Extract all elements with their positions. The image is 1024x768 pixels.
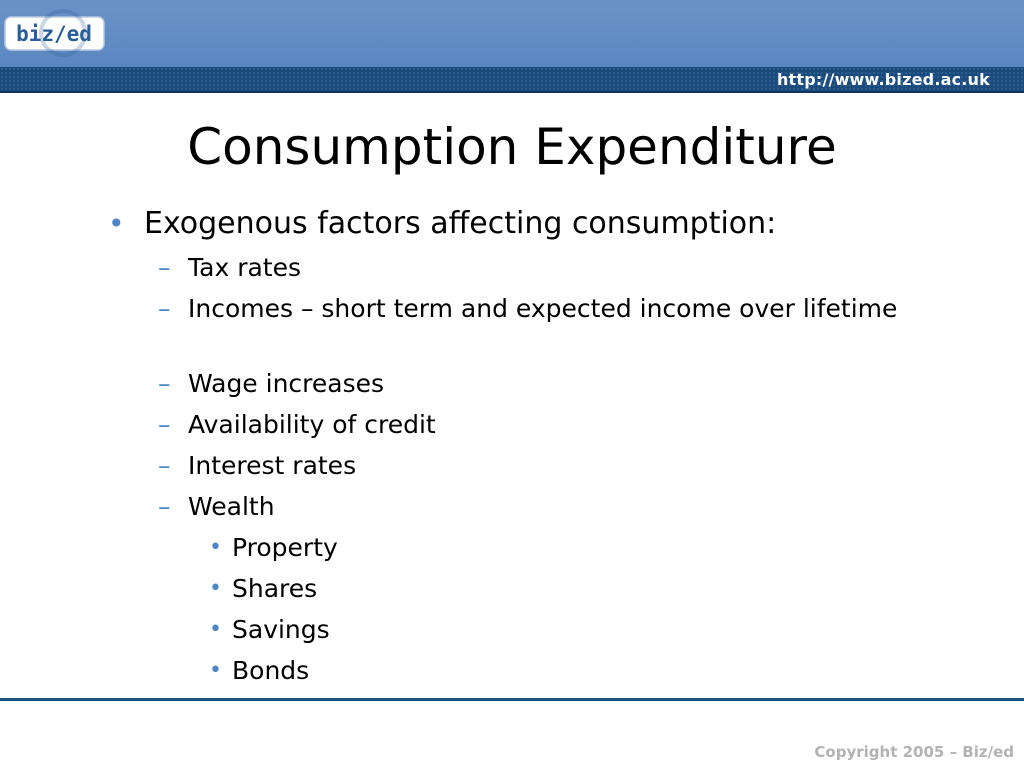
bullet-marker: • — [209, 535, 222, 560]
sub-item-text: Incomes – short term and expected income… — [188, 294, 898, 323]
sub-item: – Tax rates — [158, 251, 918, 285]
bullet-marker: • — [209, 617, 222, 642]
sub-item-text: Wealth — [188, 492, 275, 521]
wealth-item: • Bonds — [209, 655, 309, 687]
dash-marker: – — [158, 253, 171, 282]
wealth-item-text: Shares — [232, 574, 318, 603]
wealth-item: • Property — [209, 532, 338, 564]
dash-marker: – — [158, 451, 171, 480]
sub-item-text: Tax rates — [188, 253, 302, 282]
dash-marker: – — [158, 410, 171, 439]
sub-item: – Interest rates — [158, 449, 918, 483]
copyright-text: Copyright 2005 – Biz/ed — [814, 743, 1014, 761]
bullet-marker: • — [108, 207, 125, 240]
site-url[interactable]: http://www.bized.ac.uk — [776, 70, 990, 89]
header-band: biz/ed — [0, 0, 1024, 67]
footer-divider — [0, 698, 1024, 701]
bullet-marker: • — [209, 576, 222, 601]
dash-marker: – — [158, 294, 171, 323]
wealth-item-text: Savings — [232, 615, 330, 644]
sub-item: – Wage increases — [158, 367, 918, 401]
sub-item: – Availability of credit — [158, 408, 918, 442]
logo-text: biz/ed — [16, 22, 92, 46]
wealth-item-text: Property — [232, 533, 338, 562]
wealth-item: • Savings — [209, 614, 330, 646]
sub-item-text: Availability of credit — [188, 410, 436, 439]
main-bullet-text: Exogenous factors affecting consumption: — [144, 206, 777, 241]
bullet-marker: • — [209, 658, 222, 683]
url-bar: http://www.bized.ac.uk — [0, 67, 1024, 93]
slide-title: Consumption Expenditure — [187, 118, 837, 176]
sub-item-text: Wage increases — [188, 369, 385, 398]
sub-item: – Incomes – short term and expected inco… — [158, 292, 918, 326]
dash-marker: – — [158, 492, 171, 521]
sub-item-text: Interest rates — [188, 451, 357, 480]
wealth-item-text: Bonds — [232, 656, 310, 685]
wealth-item: • Shares — [209, 573, 317, 605]
sub-item: – Wealth — [158, 490, 918, 524]
dash-marker: – — [158, 369, 171, 398]
bized-logo: biz/ed — [4, 6, 108, 61]
